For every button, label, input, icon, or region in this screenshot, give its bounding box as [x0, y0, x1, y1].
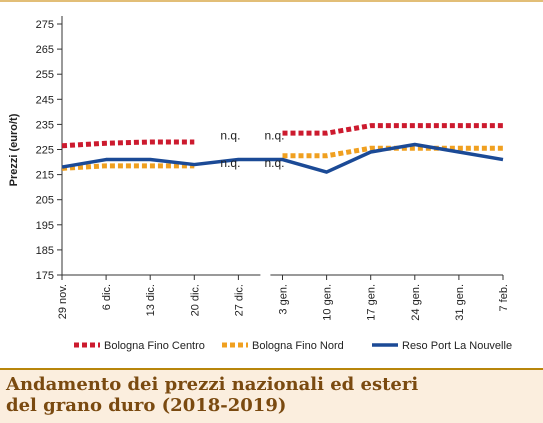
y-tick-label: 275: [36, 19, 54, 31]
line-chart: 175 185 195 205 215 225 235 245 255 265 275 29 nov…: [0, 0, 543, 352]
x-tick-label: 29 nov.: [57, 284, 69, 319]
legend-item-3: Reso Port La Nouvelle: [372, 340, 512, 352]
y-tick-label: 175: [36, 270, 54, 282]
x-tick-label: 20 dic.: [189, 284, 201, 316]
x-tick-label: 24 gen.: [410, 284, 422, 321]
caption-line-2: del grano duro (2018-2019): [6, 395, 287, 416]
y-tick-label: 255: [36, 69, 54, 81]
series-line: [61, 163, 195, 171]
caption-line-1: Andamento dei prezzi nazionali ed esteri: [6, 374, 419, 395]
y-tick-label: 195: [36, 220, 54, 232]
legend-item-1: Bologna Fino Centro: [74, 340, 205, 352]
x-axis-break: [260, 273, 271, 277]
y-tick-label: 225: [36, 145, 54, 157]
annotation-nq: n.q.: [220, 128, 240, 142]
y-axis-label: Prezzi (euro/t): [8, 113, 20, 186]
x-tick-label: 13 dic.: [145, 284, 157, 316]
series-line: [61, 142, 504, 174]
legend-label: Bologna Fino Nord: [252, 340, 344, 352]
x-tick-label: 31 gen.: [454, 284, 466, 321]
annotation-nq: n.q.: [265, 156, 285, 170]
figure-caption: Andamento dei prezzi nazionali ed esteri…: [6, 374, 418, 416]
x-tick-label: 10 gen.: [322, 284, 334, 321]
x-tick-label: 3 gen.: [278, 284, 290, 315]
series-line: [282, 145, 503, 159]
series-3: [61, 142, 504, 174]
x-tick-label: 17 gen.: [366, 284, 378, 321]
chart-legend: Bologna Fino Centro Bologna Fino Nord Reso…: [74, 340, 512, 352]
x-tick-label: 7 feb.: [498, 284, 510, 312]
series-line: [282, 123, 503, 136]
legend-item-2: Bologna Fino Nord: [222, 340, 344, 352]
legend-label: Reso Port La Nouvelle: [402, 340, 512, 352]
y-tick-label: 185: [36, 245, 54, 257]
x-tick-label: 27 dic.: [233, 284, 245, 316]
annotation-nq: n.q.: [220, 156, 240, 170]
y-tick-label: 245: [36, 94, 54, 106]
x-tick-label: 6 dic.: [101, 284, 113, 310]
legend-label: Bologna Fino Centro: [104, 340, 205, 352]
y-tick-label: 205: [36, 195, 54, 207]
y-axis-ticks: 175 185 195 205 215 225 235 245 255 265 275: [36, 19, 62, 282]
figure-caption-box: Andamento dei prezzi nazionali ed esteri…: [0, 368, 543, 423]
y-tick-label: 235: [36, 119, 54, 131]
series-layer: [61, 123, 504, 174]
y-tick-label: 215: [36, 170, 54, 182]
series-1: [61, 123, 503, 149]
series-2: [61, 145, 503, 171]
x-axis-ticks: 29 nov. 6 dic. 13 dic. 20 dic. 27 dic. 3 gen.…: [57, 275, 510, 321]
annotation-layer: n.q. n.q. n.q. n.q.: [220, 128, 284, 170]
series-line: [61, 139, 195, 149]
annotation-nq: n.q.: [265, 128, 285, 142]
y-tick-label: 265: [36, 44, 54, 56]
